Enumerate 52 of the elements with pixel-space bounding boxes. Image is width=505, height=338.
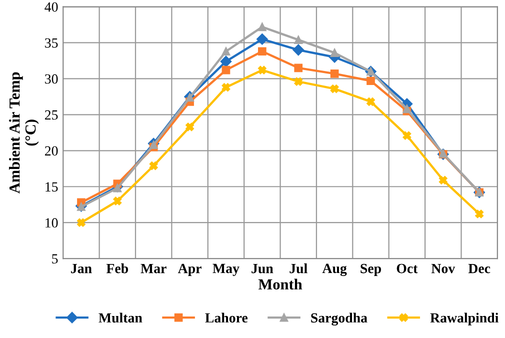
x-tick-label: Aug bbox=[322, 264, 347, 276]
point bbox=[113, 184, 122, 192]
point bbox=[113, 196, 122, 206]
y-tick-label: 5 bbox=[52, 254, 58, 264]
point bbox=[402, 131, 412, 140]
x-tick-label: May bbox=[212, 264, 240, 276]
y-tick-label: 25 bbox=[44, 110, 58, 120]
legend-label: Multan bbox=[98, 312, 142, 323]
x-tick-label: Mar bbox=[140, 264, 166, 274]
x-tick-label: Jan bbox=[71, 264, 92, 274]
x-tick-label: Jun bbox=[252, 264, 274, 274]
point bbox=[330, 70, 339, 78]
legend-label: Sargodha bbox=[311, 312, 368, 326]
point bbox=[186, 122, 194, 132]
y-tick-label: 30 bbox=[45, 74, 58, 84]
y-tick-label: 15 bbox=[46, 182, 58, 192]
point bbox=[294, 36, 303, 44]
point bbox=[256, 34, 268, 45]
y-axis-title: Ambient Air Temp (°C) bbox=[8, 72, 39, 194]
point bbox=[330, 84, 339, 93]
point bbox=[294, 77, 303, 86]
point bbox=[438, 176, 448, 184]
y-tick-label: 10 bbox=[46, 218, 58, 228]
x-tick-label: Oct bbox=[396, 264, 418, 274]
point bbox=[77, 202, 86, 211]
point bbox=[294, 64, 303, 72]
y-tick-label: 35 bbox=[45, 38, 58, 48]
point bbox=[258, 47, 266, 56]
x-tick-label: Apr bbox=[178, 264, 202, 276]
x-tick-label: Sep bbox=[360, 264, 381, 276]
point bbox=[366, 98, 375, 106]
point bbox=[222, 66, 230, 74]
point bbox=[222, 47, 230, 56]
x-tick-label: Feb bbox=[106, 263, 128, 274]
point bbox=[149, 162, 158, 170]
point bbox=[475, 210, 484, 218]
x-axis-title: Month bbox=[258, 278, 302, 290]
x-tick-label: Jul bbox=[290, 263, 308, 274]
point bbox=[292, 44, 304, 56]
point bbox=[258, 22, 266, 32]
x-tick-label: Dec bbox=[468, 264, 490, 274]
legend-label: Rawalpindi bbox=[430, 312, 499, 326]
y-tick-label: 20 bbox=[44, 146, 58, 156]
point bbox=[330, 48, 339, 57]
point bbox=[258, 66, 266, 74]
legend-label: Lahore bbox=[205, 312, 248, 323]
x-tick-label: Nov bbox=[431, 264, 456, 274]
point bbox=[222, 83, 230, 92]
point bbox=[366, 76, 375, 86]
point bbox=[220, 56, 232, 68]
y-tick-label: 40 bbox=[44, 2, 58, 12]
point bbox=[77, 218, 86, 227]
